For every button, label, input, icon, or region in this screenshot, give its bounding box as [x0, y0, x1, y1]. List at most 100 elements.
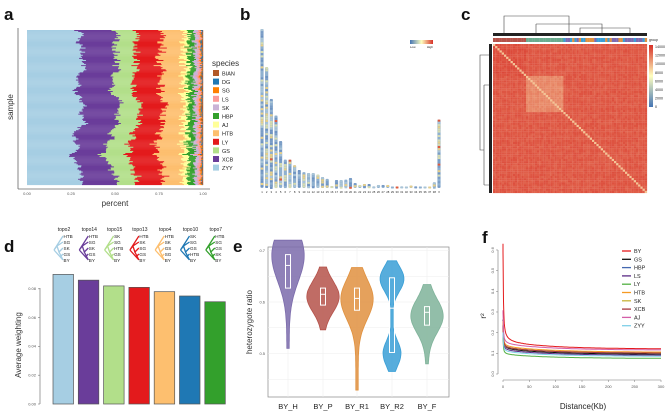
structure-segment-ZYY — [27, 82, 80, 84]
heatmap-cell — [603, 112, 606, 115]
heatmap-cell — [625, 46, 628, 49]
structure-segment-LY — [139, 111, 163, 113]
structure-segment-LS — [195, 75, 200, 77]
heatmap-cell — [570, 97, 573, 100]
heatmap-cell — [592, 56, 595, 59]
structure-segment-GS — [119, 63, 140, 65]
structure-segment-HTB — [163, 167, 183, 169]
heatmap-cell — [541, 103, 544, 106]
structure-segment-BIAN — [201, 149, 204, 151]
structure-segment-HBP — [188, 127, 193, 129]
heatmap-cell — [629, 65, 632, 68]
structure-segment-LS — [198, 54, 201, 56]
heatmap-cell — [578, 116, 582, 119]
heatmap-cell — [508, 97, 511, 100]
structure-segment-SG — [200, 171, 203, 173]
structure-segment-AJ — [181, 96, 189, 98]
density-cell — [260, 88, 264, 91]
heatmap-cell — [636, 88, 639, 91]
structure-segment-LY — [135, 32, 161, 34]
heatmap-cell — [497, 71, 500, 74]
heatmap-cell — [510, 99, 513, 102]
heatmap-cell — [607, 101, 610, 104]
structure-segment-XCB — [86, 69, 122, 71]
heatmap-cell — [539, 84, 542, 87]
heatmap-cell — [576, 88, 579, 91]
density-cell — [270, 162, 273, 165]
heatmap-cell — [515, 73, 518, 77]
structure-segment-SG — [200, 163, 203, 165]
structure-segment-HTB — [158, 118, 179, 120]
structure-segment-GS — [107, 133, 130, 135]
density-cell — [372, 186, 376, 189]
structure-segment-SK — [193, 142, 197, 144]
heatmap-cell — [506, 95, 509, 98]
heatmap-cell — [534, 120, 538, 123]
heatmap-cell — [530, 118, 533, 121]
structure-segment-HTB — [157, 41, 180, 43]
structure-segment-HTB — [162, 182, 183, 185]
structure-segment-HTB — [164, 106, 184, 108]
heatmap-cell — [605, 54, 608, 57]
heatmap-cell — [504, 52, 507, 55]
structure-segment-ZYY — [27, 166, 82, 168]
structure-segment-HTB — [157, 82, 180, 84]
heatmap-cell — [638, 95, 641, 98]
structure-segment-XCB — [88, 123, 122, 125]
density-cell — [265, 71, 268, 74]
heatmap-cell — [644, 112, 648, 115]
density-cell — [316, 176, 320, 179]
heatmap-cell — [574, 61, 577, 64]
structure-segment-LY — [136, 31, 163, 33]
structure-segment-AJ — [183, 176, 188, 178]
structure-segment-HBP — [187, 148, 197, 150]
heatmap-cell — [567, 65, 571, 68]
heatmap-cell — [561, 86, 564, 89]
structure-segment-LY — [135, 134, 161, 136]
structure-segment-AJ — [179, 61, 187, 63]
heatmap-cell — [526, 65, 529, 68]
heatmap-cell — [543, 114, 546, 117]
heatmap-cell — [510, 44, 513, 47]
heatmap-cell — [640, 84, 643, 87]
heatmap-cell — [561, 112, 564, 115]
structure-segment-SK — [193, 176, 198, 178]
structure-segment-LY — [134, 74, 163, 76]
structure-segment-ZYY — [27, 180, 84, 182]
heatmap-cell — [578, 95, 582, 98]
structure-segment-SK — [192, 77, 198, 79]
structure-segment-LS — [197, 50, 201, 52]
structure-segment-BIAN — [201, 154, 204, 156]
heatmap-cell — [587, 58, 590, 62]
heatmap-cell — [539, 50, 542, 53]
structure-segment-XCB — [77, 164, 112, 166]
structure-segment-ZYY — [27, 152, 73, 155]
heatmap-cell — [532, 118, 535, 121]
structure-segment-AJ — [179, 41, 187, 43]
structure-segment-XCB — [80, 98, 119, 100]
density-cell — [260, 174, 264, 177]
structure-segment-BIAN — [202, 95, 204, 97]
heatmap-cell — [622, 54, 626, 57]
structure-segment-XCB — [76, 41, 114, 43]
heatmap-cell — [561, 88, 564, 91]
heatmap-cell — [543, 86, 546, 89]
heatmap-cell — [501, 48, 505, 51]
heatmap-cell — [554, 44, 557, 47]
structure-segment-LY — [141, 103, 168, 105]
structure-segment-HBP — [187, 101, 194, 103]
structure-segment-DG — [200, 111, 202, 113]
heatmap-cell — [510, 105, 513, 108]
heatmap-cell — [638, 63, 641, 66]
structure-segment-SG — [199, 57, 201, 60]
heatmap-cell — [607, 97, 610, 100]
density-cell — [349, 184, 352, 187]
structure-segment-LS — [196, 127, 199, 129]
heatmap-cell — [583, 107, 586, 111]
heatmap-cell — [631, 112, 634, 115]
heatmap-cell — [620, 99, 623, 102]
heatmap-cell — [504, 44, 507, 47]
structure-segment-ZYY — [27, 30, 75, 32]
structure-segment-LS — [197, 126, 201, 128]
density-cell — [260, 163, 264, 166]
